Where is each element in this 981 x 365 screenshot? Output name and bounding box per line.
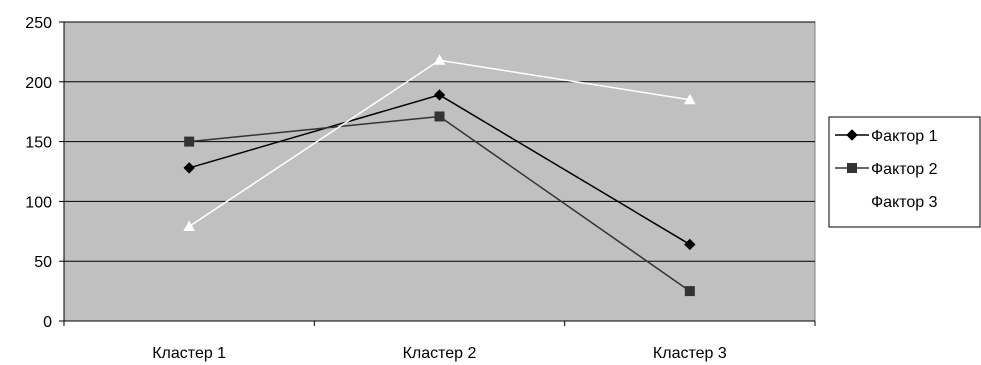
legend-marker-3 — [846, 194, 858, 206]
data-point-1-3 — [684, 238, 696, 251]
legend-label-3: Фактор 3 — [871, 194, 938, 211]
y-tick-label-100: 100 — [25, 194, 52, 211]
series-2 — [184, 111, 695, 297]
series-1 — [183, 89, 696, 251]
legend-item-3: Фактор 3 — [835, 194, 938, 211]
data-point-1-1 — [183, 162, 195, 174]
data-point-2-3 — [684, 286, 695, 297]
tick-labels: 0 50 100 150 200 250 Кластер 1 Кластер 2 Кластер… — [25, 15, 727, 362]
legend-label-2: Фактор 2 — [871, 161, 938, 178]
data-point-3-1 — [183, 220, 196, 232]
legend-label-1: Фактор 1 — [871, 128, 938, 145]
x-tick-label-3: Кластер 3 — [653, 345, 727, 362]
data-point-3-2 — [433, 54, 446, 65]
legend-marker-2 — [847, 163, 857, 173]
data-point-1-2 — [433, 89, 446, 101]
series-layer — [183, 54, 696, 297]
x-tick-label-1: Кластер 1 — [152, 345, 226, 362]
y-tick-label-150: 150 — [25, 135, 52, 152]
y-tick-label-250: 250 — [25, 15, 52, 32]
data-point-2-2 — [434, 111, 445, 122]
y-tick-label-200: 200 — [25, 75, 52, 92]
legend-item-1: Фактор 1 — [835, 128, 938, 145]
legend: Фактор 1 Фактор 2 Фактор 3 — [828, 116, 981, 228]
data-point-2-1 — [184, 136, 195, 147]
y-tick-label-0: 0 — [43, 314, 52, 331]
axes — [59, 21, 816, 326]
plot-area — [63, 21, 816, 322]
data-point-3-3 — [683, 93, 696, 105]
y-tick-label-50: 50 — [34, 254, 52, 271]
legend-marker-1 — [846, 129, 858, 141]
legend-item-2: Фактор 2 — [835, 161, 938, 178]
series-3 — [183, 54, 696, 232]
x-tick-label-2: Кластер 2 — [403, 345, 477, 362]
